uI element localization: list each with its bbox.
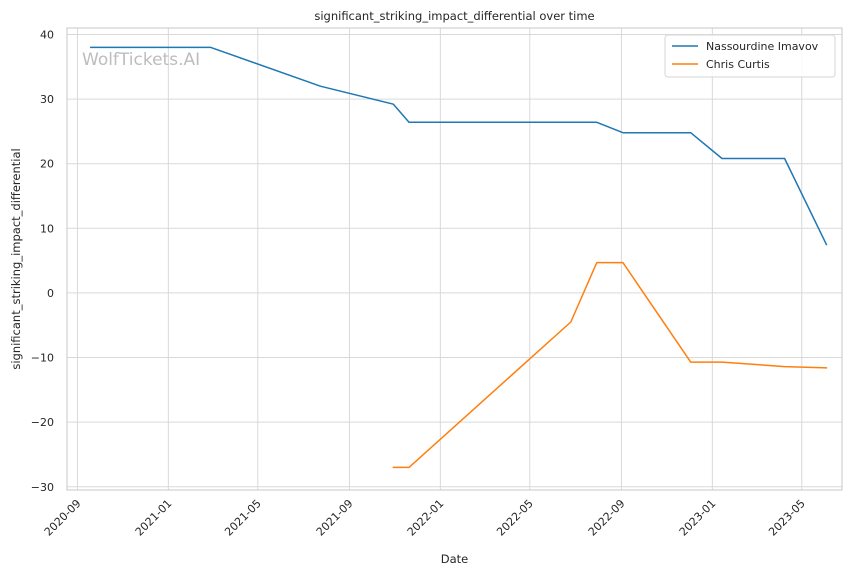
y-tick-label: −20 <box>31 416 54 429</box>
y-tick-label: −10 <box>31 352 54 365</box>
chart-title: significant_striking_impact_differential… <box>314 9 594 23</box>
y-tick-label: 10 <box>40 222 54 235</box>
y-tick-label: 30 <box>40 93 54 106</box>
series-line-2 <box>392 261 828 469</box>
series-line-1 <box>90 46 828 246</box>
watermark-text: WolfTickets.AI <box>82 50 200 70</box>
y-tick-label: 20 <box>40 158 54 171</box>
plot-frame <box>66 27 843 491</box>
y-axis-title: significant_striking_impact_differential <box>9 148 23 369</box>
grid <box>67 28 842 490</box>
legend-label-1: Nassourdine Imavov <box>706 40 819 53</box>
legend-box <box>664 34 836 78</box>
y-tick-labels: −30 −20 −10 0 10 20 30 40 <box>31 28 54 493</box>
y-tick-label: −30 <box>31 481 54 494</box>
y-tick-label: 40 <box>40 28 54 41</box>
y-tick-label: 0 <box>47 287 54 300</box>
x-axis-title: Date <box>441 552 469 566</box>
legend-label-2: Chris Curtis <box>706 58 770 71</box>
legend: Nassourdine Imavov Chris Curtis <box>664 34 836 78</box>
series-layer <box>90 46 828 469</box>
